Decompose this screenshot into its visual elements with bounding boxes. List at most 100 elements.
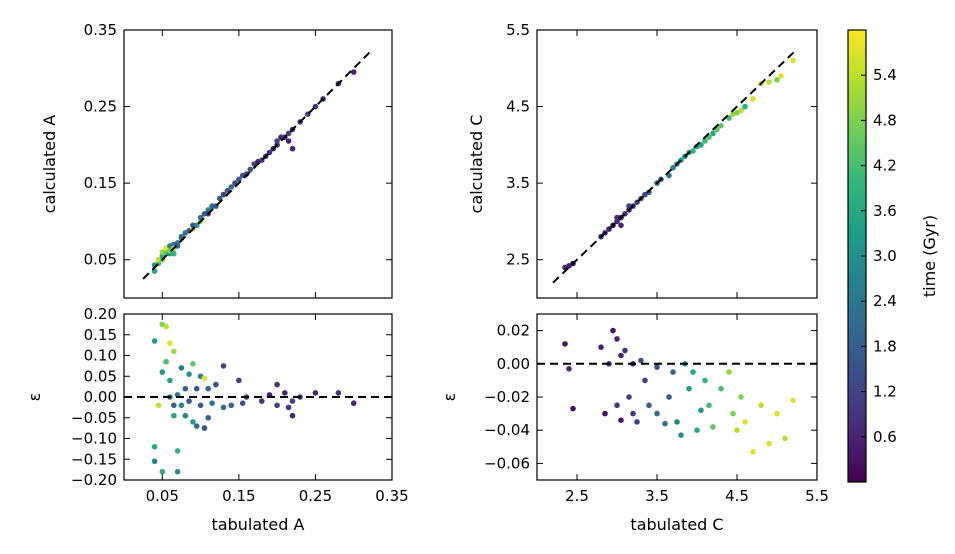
- C_bottom-point-30: [698, 407, 704, 414]
- C_bottom-point-45: [790, 397, 796, 404]
- A_bottom-ytick-label-4: 0.00: [84, 388, 117, 406]
- A_bottom-ytick-label-7: 0.15: [84, 326, 117, 344]
- C_bottom-point-27: [686, 385, 692, 392]
- colorbar-label: time (Gyr): [920, 215, 939, 297]
- C_top-point-38: [738, 107, 744, 114]
- tabulated-c-x-axis-label: tabulated C: [630, 515, 723, 534]
- A_bottom-ytick-label-1: −0.15: [71, 450, 117, 468]
- A_bottom-point-7: [163, 323, 169, 330]
- A_bottom-point-29: [197, 402, 204, 409]
- C_bottom-point-23: [670, 369, 676, 375]
- C_bottom-point-33: [710, 424, 716, 430]
- C_bottom-point-20: [654, 410, 660, 417]
- residual-a-frame: [123, 313, 393, 481]
- C_bottom-point-37: [734, 427, 740, 434]
- A_bottom-point-9: [167, 340, 173, 346]
- A_bottom-point-22: [186, 371, 192, 378]
- A_bottom-point-51: [312, 390, 319, 396]
- A_bottom-point-44: [274, 381, 280, 388]
- calculated-a-ticks: 0.05 0.15 0.25 0.35: [84, 21, 393, 298]
- colorbar-tick-label-1: 1.2: [873, 383, 897, 401]
- A_bottom-point-19: [178, 402, 185, 409]
- A_bottom-point-47: [285, 404, 292, 411]
- A_bottom-point-11: [167, 377, 173, 384]
- C_bottom-ytick-label-4: 0.02: [497, 322, 530, 340]
- A_top-point-16: [174, 243, 181, 249]
- C_bottom-point-40: [750, 449, 756, 455]
- calculated-a-frame: [123, 29, 393, 299]
- C_bottom-point-0: [562, 341, 568, 347]
- A_top-point-59: [350, 69, 357, 75]
- colorbar-tick-label-7: 4.8: [873, 111, 897, 129]
- A_top-point-32: [220, 191, 227, 198]
- A_bottom-point-5: [159, 369, 166, 375]
- A_top-point-47: [274, 138, 280, 144]
- C_top-ytick-label-1: 3.5: [506, 174, 530, 192]
- calculated-a-y-axis-label: calculated A: [40, 115, 59, 214]
- C_bottom-point-22: [666, 394, 672, 400]
- C_bottom-point-11: [622, 347, 628, 354]
- residual-a-points: [151, 321, 357, 475]
- C_bottom-ytick-label-3: 0.00: [497, 355, 530, 373]
- C_bottom-point-34: [718, 385, 724, 392]
- C_bottom-xtick-label-1: 3.5: [645, 487, 669, 505]
- colorbar: 0.6 1.2 1.8 2.4 3.0 3.6 4.2 4.8 5.4 time (Gyr): [847, 29, 939, 483]
- calculated-a-points: [151, 69, 357, 275]
- A_bottom-point-32: [205, 385, 211, 392]
- A_top-point-50: [285, 130, 292, 137]
- C_bottom-point-2: [570, 405, 576, 412]
- calculated-c-reference-line: [552, 48, 798, 284]
- A_bottom-ytick-label-3: −0.05: [71, 409, 117, 427]
- colorbar-ticks: 0.6 1.2 1.8 2.4 3.0 3.6 4.2 4.8 5.4: [861, 66, 897, 446]
- colorbar-tick-label-5: 3.6: [873, 202, 897, 220]
- panel-calculated-a: 0.05 0.15 0.25 0.35 calculated A: [40, 21, 393, 299]
- colorbar-tick-label-2: 1.8: [873, 337, 897, 355]
- C_top-point-42: [766, 79, 772, 85]
- residual-c-ticks: −0.06 −0.04 −0.02 0.00 0.02 2.5 3.5 4.5 5.5: [484, 314, 829, 505]
- A_top-ytick-label-0: 0.05: [84, 251, 117, 269]
- residual-a-ticks: −0.20 −0.15 −0.10 −0.05 0.00 0.05 0.10 0.15 0.20…: [71, 305, 409, 505]
- A_top-point-14: [171, 250, 177, 257]
- A_bottom-point-2: [151, 458, 158, 465]
- calculated-c-frame: [536, 29, 818, 299]
- A_bottom-ytick-label-2: −0.10: [71, 430, 117, 448]
- A_top-point-53: [289, 145, 296, 152]
- A_bottom-point-0: [151, 338, 158, 344]
- A_bottom-point-31: [201, 425, 208, 431]
- panel-calculated-c: 2.5 3.5 4.5 5.5 calculated C: [467, 21, 818, 299]
- A_top-point-23: [193, 222, 200, 229]
- A_bottom-point-3: [155, 402, 162, 409]
- colorbar-tick-label-0: 0.6: [873, 428, 897, 446]
- A_bottom-point-49: [289, 398, 296, 404]
- residual-c-frame: [536, 313, 818, 481]
- C_bottom-xtick-label-3: 5.5: [805, 487, 829, 505]
- A_top-point-34: [228, 184, 234, 190]
- A_bottom-point-6: [159, 468, 166, 475]
- C_bottom-point-8: [614, 402, 620, 409]
- colorbar-tick-label-3: 2.4: [873, 292, 897, 310]
- C_bottom-point-38: [738, 394, 744, 400]
- A_bottom-point-20: [182, 385, 189, 392]
- colorbar-gradient: [848, 30, 866, 482]
- A_bottom-ytick-label-8: 0.20: [84, 305, 117, 323]
- calculated-c-y-axis-label: calculated C: [467, 115, 486, 214]
- A_bottom-point-45: [274, 402, 280, 409]
- C_bottom-point-44: [782, 435, 788, 442]
- A_bottom-xtick-label-0: 0.05: [146, 487, 179, 505]
- C_bottom-point-29: [694, 427, 700, 434]
- C_bottom-point-43: [774, 410, 780, 417]
- A_top-point-39: [247, 166, 254, 173]
- C_top-point-45: [790, 57, 796, 64]
- C_bottom-point-10: [618, 417, 624, 424]
- C_top-ytick-label-3: 5.5: [506, 21, 530, 39]
- calculated-c-ticks: 2.5 3.5 4.5 5.5: [506, 21, 818, 298]
- colorbar-tick-label-8: 5.4: [873, 66, 897, 84]
- A_top-ytick-label-1: 0.15: [84, 174, 117, 192]
- A_bottom-point-38: [228, 402, 234, 409]
- A_bottom-xtick-label-1: 0.15: [222, 487, 255, 505]
- A_bottom-point-30: [201, 375, 208, 382]
- calculated-a-reference-line: [142, 48, 374, 280]
- C_bottom-point-19: [654, 364, 660, 370]
- C_bottom-point-28: [690, 369, 696, 375]
- A_bottom-point-18: [178, 365, 185, 371]
